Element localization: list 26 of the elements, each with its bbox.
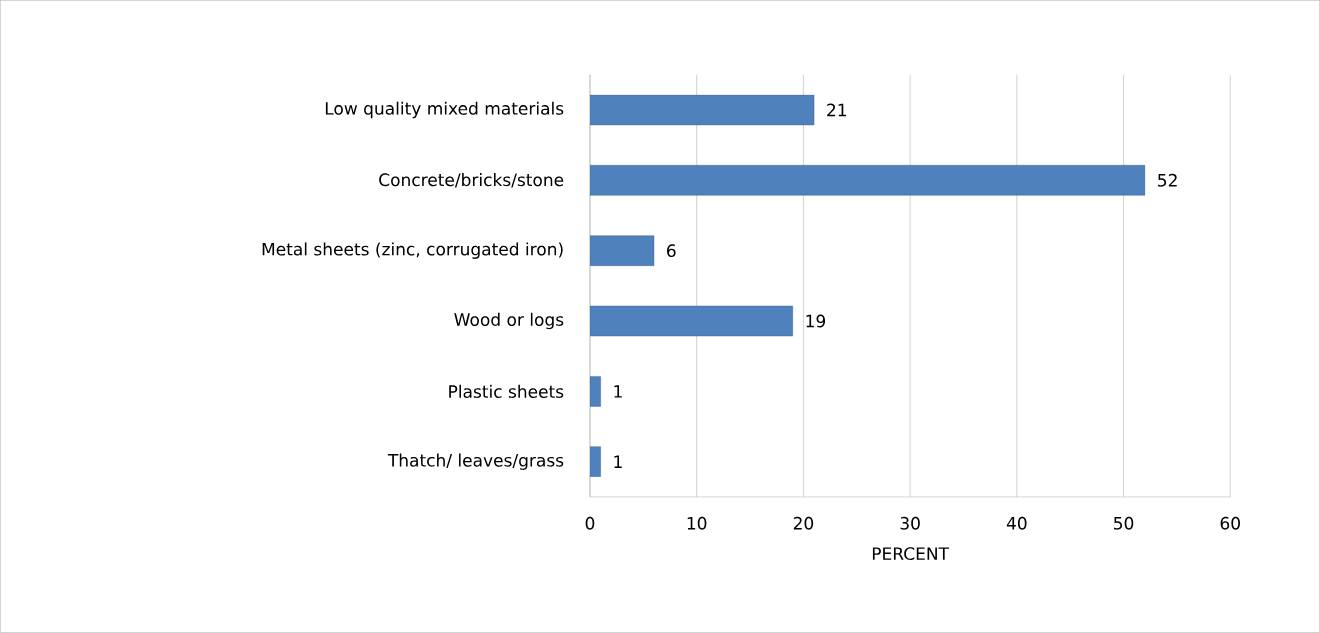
bar (589, 446, 601, 478)
y-tick-label: Wood or logs (454, 312, 564, 330)
x-tick-label: 40 (1006, 516, 1027, 530)
data-label: 52 (1158, 174, 1177, 187)
bar (589, 305, 793, 337)
bar (589, 376, 601, 407)
bar (589, 235, 655, 267)
data-label: 1 (614, 455, 622, 469)
data-label: 1 (614, 385, 622, 398)
bar (589, 165, 1146, 196)
x-tick-label: 0 (585, 516, 595, 530)
bar (589, 94, 815, 126)
y-tick-label: Metal sheets (zinc, corrugated iron) (262, 242, 563, 260)
x-tick-label: 50 (1114, 516, 1134, 530)
x-tick-label: 30 (900, 516, 920, 530)
y-tick-label: Plastic sheets (449, 384, 564, 399)
y-tick-label: Low quality mixed materials (325, 101, 564, 119)
y-tick-label: Concrete/bricks/stone (379, 173, 564, 188)
x-tick-label: 60 (1220, 516, 1240, 530)
x-tick-label: 10 (687, 516, 707, 530)
data-label: 19 (806, 314, 826, 328)
data-label: 21 (827, 103, 847, 117)
x-axis-title: PERCENT (872, 547, 950, 561)
data-label: 6 (667, 244, 676, 258)
x-tick-label: 20 (793, 516, 814, 530)
y-tick-label: Thatch/ leaves/grass (387, 453, 564, 471)
